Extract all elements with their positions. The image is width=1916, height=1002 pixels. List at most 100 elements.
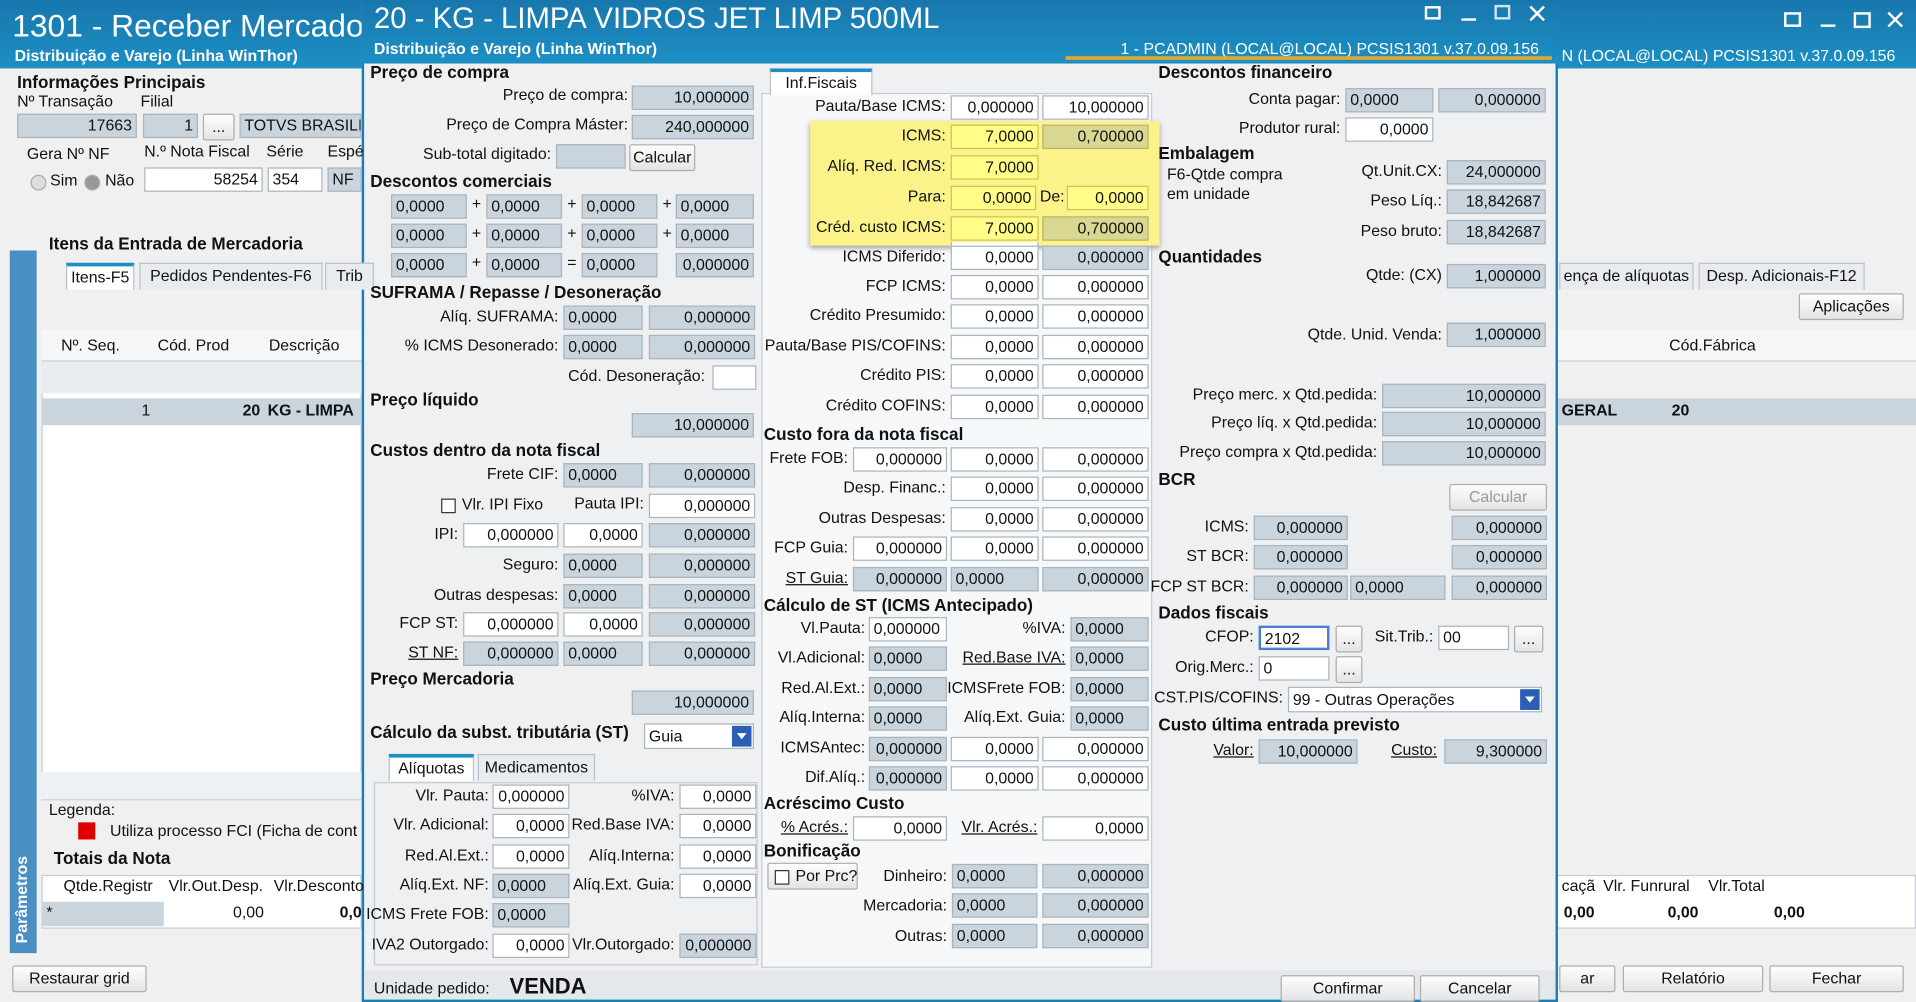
label: Vl.Adicional: bbox=[777, 647, 866, 666]
button[interactable]: Relatório bbox=[1622, 965, 1764, 993]
button[interactable]: ar bbox=[1559, 965, 1616, 993]
tab[interactable]: Trib bbox=[325, 262, 374, 290]
combo-box[interactable]: Guia bbox=[643, 723, 754, 750]
input-field[interactable]: 0,000000 bbox=[1042, 447, 1149, 472]
input-field[interactable]: 0,0000 bbox=[950, 245, 1039, 271]
input-field[interactable]: 0,0000 bbox=[950, 364, 1039, 389]
input-field[interactable]: 0,0000 bbox=[492, 844, 570, 869]
tab[interactable]: Alíquotas bbox=[388, 753, 475, 781]
input-field[interactable]: 0,000000 bbox=[1042, 304, 1149, 329]
input-field[interactable]: 00 bbox=[1438, 625, 1510, 651]
input-field[interactable]: 7,0000 bbox=[950, 155, 1039, 180]
input-field[interactable]: 0,0000 bbox=[1345, 117, 1434, 142]
button[interactable]: Aplicações bbox=[1798, 293, 1904, 321]
input-field[interactable]: 0,000000 bbox=[1042, 364, 1149, 389]
input-field[interactable]: 0,0000 bbox=[950, 507, 1039, 532]
input-field[interactable]: 0,0000 bbox=[950, 334, 1039, 360]
radio[interactable] bbox=[30, 174, 47, 191]
input-field[interactable]: 0,0000 bbox=[679, 844, 757, 869]
input-field[interactable]: 0,0000 bbox=[1042, 816, 1149, 841]
label: Sit.Trib.: bbox=[1374, 626, 1434, 646]
button[interactable]: Fechar bbox=[1769, 965, 1904, 993]
tab[interactable]: Medicamentos bbox=[477, 753, 596, 781]
input-field[interactable]: 10,000000 bbox=[1042, 95, 1149, 120]
input-field[interactable]: 0,0000 bbox=[563, 612, 643, 637]
input-field[interactable]: 0 bbox=[1258, 656, 1330, 681]
input-field[interactable]: 0,000000 bbox=[1042, 736, 1149, 762]
maximize-icon[interactable] bbox=[1494, 4, 1511, 20]
input-field[interactable]: 0,0000 bbox=[950, 274, 1039, 300]
input-field[interactable]: 0,0000 bbox=[950, 736, 1039, 762]
input-field[interactable]: 0,0000 bbox=[950, 766, 1039, 791]
input-field[interactable]: 0,0000 bbox=[950, 476, 1039, 501]
input-field: 0,000000 bbox=[1253, 575, 1348, 600]
input-field: 0,0000 bbox=[868, 646, 948, 671]
input-field: 0,000000 bbox=[1253, 515, 1348, 541]
input-field[interactable]: 58254 bbox=[144, 167, 263, 192]
input-field[interactable]: 0,000000 bbox=[1042, 334, 1149, 360]
input-field[interactable]: 0,0000 bbox=[950, 536, 1039, 561]
button[interactable]: ... bbox=[202, 113, 235, 141]
checkbox[interactable] bbox=[774, 870, 790, 885]
input-field[interactable]: 0,000000 bbox=[463, 612, 559, 637]
input-field[interactable]: 0,0000 bbox=[679, 813, 757, 839]
input-field[interactable]: 0,0000 bbox=[950, 394, 1039, 420]
input-field[interactable]: 0,0000 bbox=[950, 447, 1039, 472]
button[interactable]: Cancelar bbox=[1419, 975, 1540, 1002]
input-field[interactable] bbox=[712, 365, 757, 390]
input-field[interactable]: 0,000000 bbox=[1042, 507, 1149, 532]
button[interactable]: Restaurar grid bbox=[12, 965, 147, 993]
input-field[interactable]: 0,0000 bbox=[492, 933, 570, 959]
button[interactable]: ... bbox=[1335, 656, 1363, 684]
input-field[interactable]: 0,000000 bbox=[463, 522, 559, 548]
tab[interactable]: Pedidos Pendentes-F6 bbox=[139, 262, 323, 290]
dropdown-arrow[interactable] bbox=[731, 725, 752, 747]
minimize-icon[interactable] bbox=[1820, 24, 1836, 27]
input-field[interactable]: 0,000000 bbox=[648, 493, 756, 519]
tab[interactable]: ença de alíquotas bbox=[1559, 262, 1694, 290]
tab[interactable]: Itens-F5 bbox=[65, 262, 135, 290]
tab[interactable]: Inf.Fiscais bbox=[769, 68, 873, 96]
input-field[interactable]: 0,0000 bbox=[852, 816, 948, 841]
button[interactable]: ... bbox=[1335, 625, 1363, 653]
button[interactable]: Confirmar bbox=[1280, 975, 1416, 1002]
input-field[interactable]: 0,000000 bbox=[868, 617, 948, 642]
input-field[interactable]: 0,0000 bbox=[492, 813, 570, 839]
input-field[interactable]: 0,0000 bbox=[950, 185, 1037, 211]
input-field[interactable]: 0,000000 bbox=[950, 95, 1039, 120]
input-field[interactable]: 0,000000 bbox=[852, 536, 948, 561]
input-field: 0,0000 bbox=[563, 584, 643, 609]
input-field[interactable]: 0,0000 bbox=[1066, 185, 1149, 211]
button[interactable]: Calcular bbox=[629, 144, 696, 172]
input-field[interactable]: 0,000000 bbox=[852, 447, 948, 472]
maximize-icon[interactable] bbox=[1853, 12, 1871, 29]
input-field: 0,0000 bbox=[1350, 575, 1446, 600]
input-field[interactable]: 0,000000 bbox=[1042, 476, 1149, 501]
dropdown-arrow[interactable] bbox=[1520, 689, 1540, 710]
tab[interactable]: Desp. Adicionais-F12 bbox=[1698, 262, 1865, 290]
input-field[interactable]: 0,0000 bbox=[950, 304, 1039, 329]
input-field[interactable]: 7,0000 bbox=[950, 216, 1039, 241]
input-field[interactable]: 2102 bbox=[1258, 625, 1330, 651]
input-field[interactable]: 354 bbox=[267, 167, 323, 192]
checkbox[interactable] bbox=[441, 498, 456, 514]
window-icon[interactable] bbox=[1424, 6, 1441, 20]
radio[interactable] bbox=[84, 174, 101, 191]
input-field[interactable]: 0,0000 bbox=[563, 522, 643, 548]
input-field[interactable]: 0,000000 bbox=[1042, 394, 1149, 420]
input-field: 0,0000 bbox=[675, 194, 754, 219]
input-field[interactable]: 0,000000 bbox=[1042, 766, 1149, 791]
input-field[interactable]: 0,000000 bbox=[1042, 274, 1149, 300]
combo-box[interactable]: 99 - Outras Operações bbox=[1287, 686, 1543, 713]
input-field[interactable]: 7,0000 bbox=[950, 124, 1039, 150]
label: Valor: bbox=[1213, 740, 1254, 759]
label: Frete CIF: bbox=[486, 464, 559, 483]
button[interactable]: ... bbox=[1513, 625, 1544, 653]
input-field: 0,0000 bbox=[1345, 87, 1434, 113]
input-field[interactable]: 0,000000 bbox=[492, 784, 570, 809]
minimize-icon[interactable] bbox=[1461, 18, 1477, 21]
input-field[interactable]: 0,0000 bbox=[679, 873, 757, 899]
window-icon[interactable] bbox=[1784, 12, 1802, 27]
input-field[interactable]: 0,0000 bbox=[679, 784, 757, 809]
input-field[interactable]: 0,000000 bbox=[1042, 536, 1149, 561]
